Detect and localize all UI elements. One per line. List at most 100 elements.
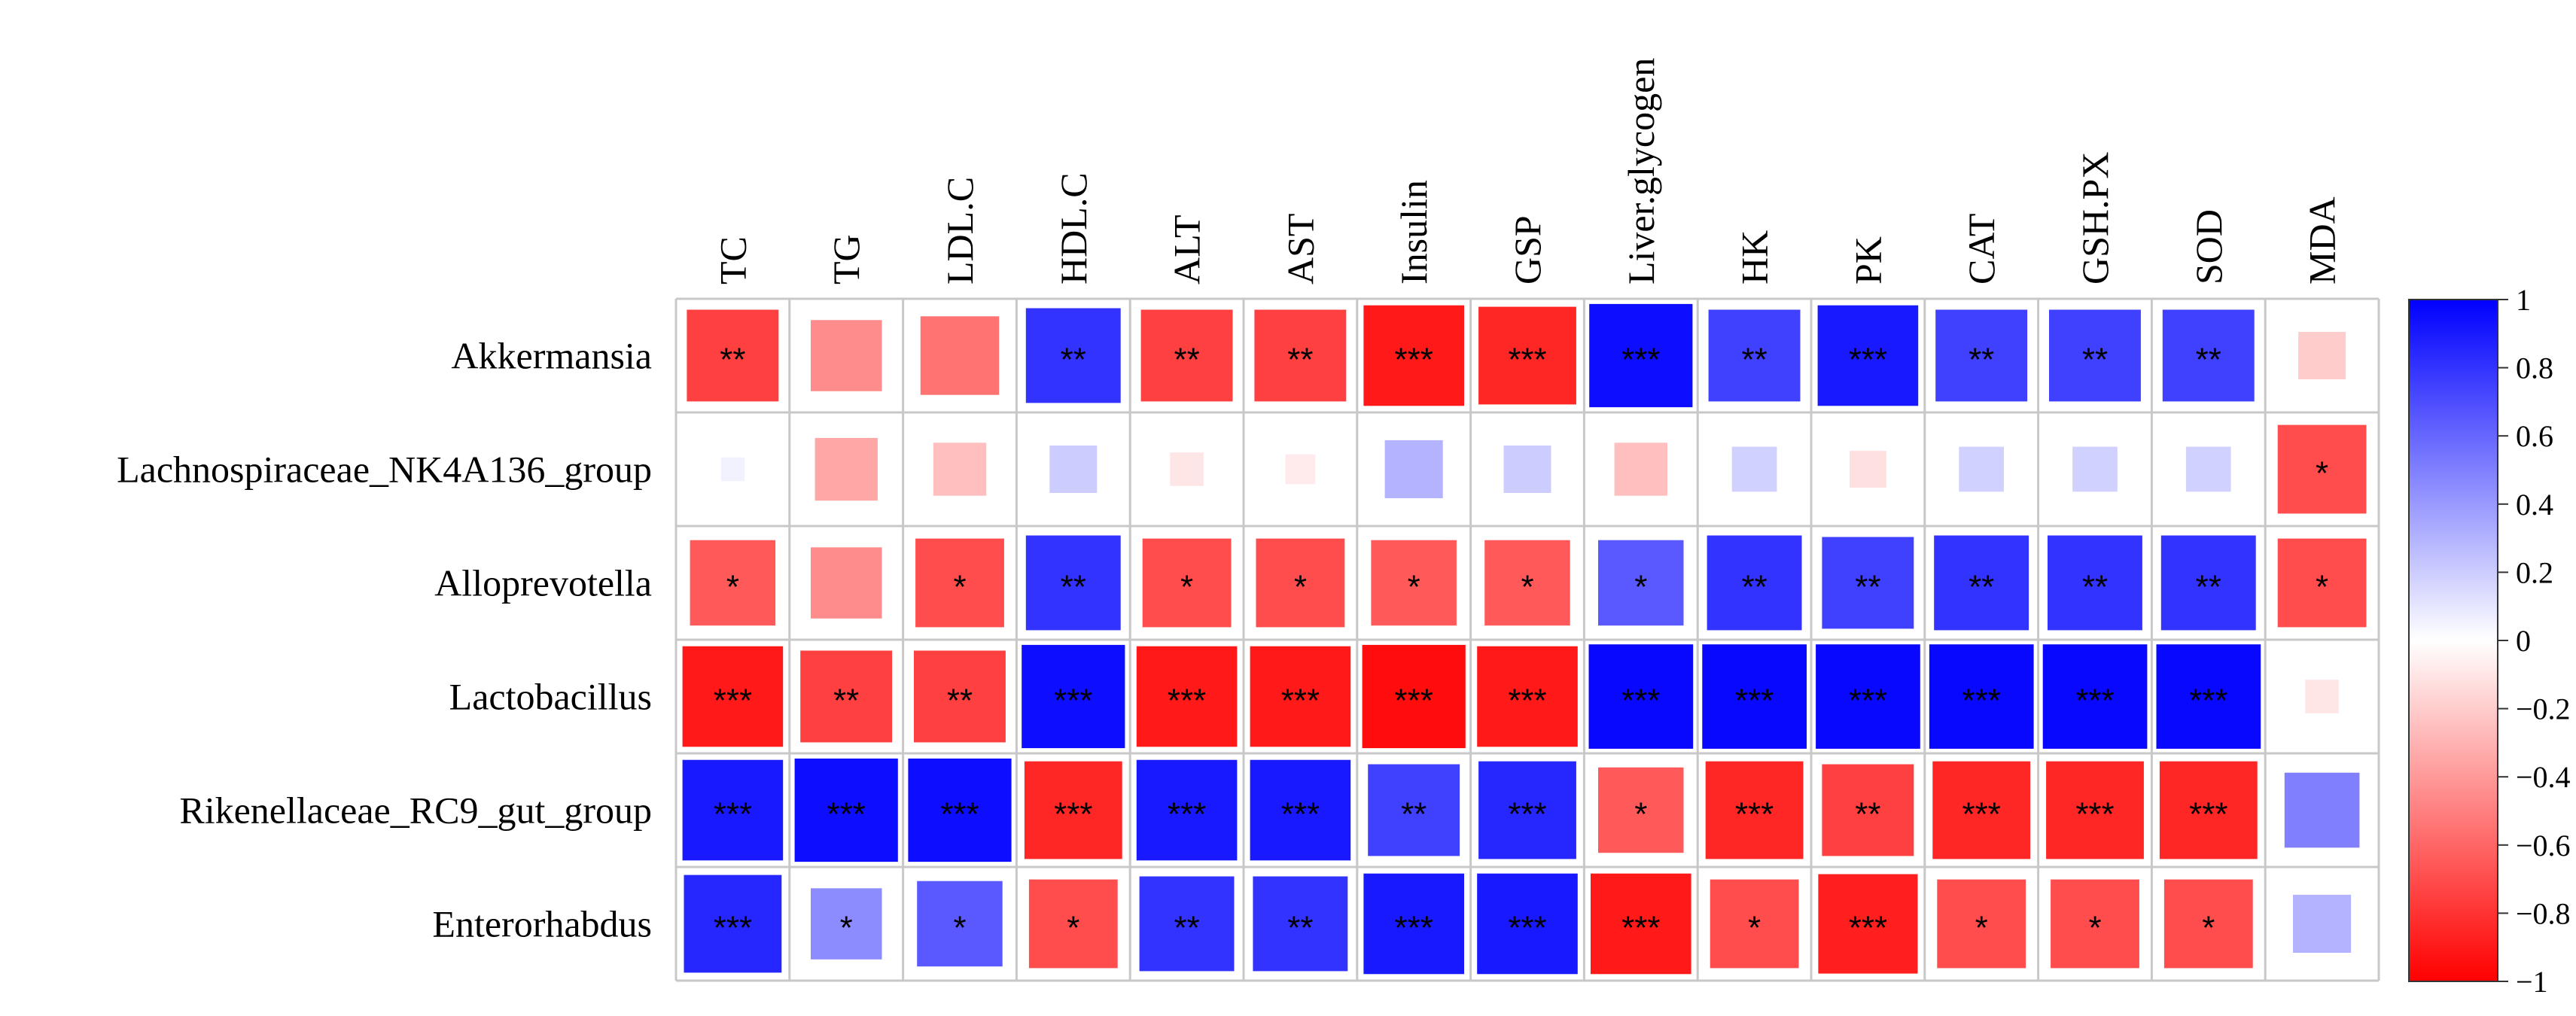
cell-alloprevotella-ldl-c [915,538,1004,628]
cell-lactobacillus-hdl-c [1022,644,1125,749]
significance-mark: ** [1855,569,1880,606]
significance-mark: *** [1395,683,1433,719]
significance-mark: *** [1395,910,1433,947]
cell-lachnospiraceae-nk4a136-group-alt [1170,452,1204,486]
significance-mark: *** [1962,683,2001,719]
column-label-insulin: Insulin [1393,180,1435,284]
significance-mark: ** [2196,569,2221,606]
column-label-liver-glycogen: Liver.glycogen [1620,58,1662,284]
cell-akkermansia-hdl-c [1025,308,1121,403]
colorbar-tick-label: −0.4 [2516,760,2571,794]
cell-lactobacillus-gsp [1477,646,1578,747]
cell-akkermansia-ast [1254,309,1347,402]
row-label-akkermansia: Akkermansia [451,335,652,377]
significance-mark: *** [1849,342,1887,379]
colorbar-tick-label: 1 [2516,283,2531,317]
significance-mark: ** [1061,342,1086,379]
significance-mark: * [1180,569,1193,606]
significance-mark: *** [1281,796,1320,833]
significance-mark: ** [1287,910,1313,947]
significance-mark: *** [1849,910,1887,947]
cell-rikenellaceae-rc9-gut-group-insulin [1368,764,1460,856]
cell-enterorhabdus-gsh-px [2051,879,2139,969]
row-label-lachnospiraceae-nk4a136-group: Lachnospiraceae_NK4A136_group [117,449,652,491]
cell-lactobacillus-mda [2305,680,2339,713]
column-label-tg: TG [825,234,867,284]
significance-mark: *** [827,796,866,833]
column-label-gsp: GSP [1506,215,1548,284]
significance-mark: ** [1061,569,1086,606]
significance-mark: * [1634,569,1647,606]
significance-mark: * [1748,910,1761,947]
cell-rikenellaceae-rc9-gut-group-gsp [1478,761,1576,859]
significance-mark: * [1634,796,1647,833]
significance-mark: *** [1395,342,1433,379]
cell-alloprevotella-tg [811,547,882,619]
colorbar-tick-label: 0.8 [2516,351,2553,385]
cell-enterorhabdus-hdl-c [1028,879,1118,969]
significance-mark: * [1408,569,1420,606]
cell-alloprevotella-hdl-c [1025,535,1121,631]
significance-mark: * [1521,569,1533,606]
cell-enterorhabdus-liver-glycogen [1591,873,1691,975]
cell-enterorhabdus-mda [2293,894,2352,953]
cell-lactobacillus-ast [1250,646,1351,747]
cell-alloprevotella-insulin [1371,540,1457,626]
significance-marks: ** ** ** ** *** *** *** ** *** ** ** **** * ** * * * * * **… [714,342,2328,947]
significance-mark: *** [2075,683,2114,719]
significance-mark: ** [947,683,973,719]
significance-mark: ** [1174,342,1199,379]
colorbar-tick-label: −0.6 [2516,829,2571,862]
significance-mark: ** [2082,569,2108,606]
significance-mark: *** [1508,796,1546,833]
cell-akkermansia-liver-glycogen [1589,303,1693,408]
column-label-tc: TC [711,236,754,284]
cell-enterorhabdus-insulin [1363,873,1464,975]
significance-mark: *** [1508,683,1546,719]
row-label-alloprevotella: Alloprevotella [434,562,652,604]
colorbar-tick-label: 0.4 [2516,488,2553,522]
significance-mark: *** [1849,683,1887,719]
cell-lachnospiraceae-nk4a136-group-mda [2277,424,2367,514]
significance-mark: ** [1174,910,1199,947]
significance-mark: *** [1508,910,1546,947]
cell-enterorhabdus-hk [1710,879,1799,969]
significance-mark: *** [1621,910,1660,947]
cell-rikenellaceae-rc9-gut-group-hdl-c [1024,761,1122,859]
significance-mark: *** [714,683,752,719]
cell-alloprevotella-pk [1822,537,1914,629]
cell-lactobacillus-pk [1816,644,1920,749]
significance-mark: *** [2075,796,2114,833]
cell-lachnospiraceae-nk4a136-group-liver-glycogen [1614,443,1667,496]
significance-mark: *** [2189,683,2227,719]
colorbar-tick-label: −0.8 [2516,896,2571,930]
significance-mark: ** [1401,796,1427,833]
column-label-hdl-c: HDL.C [1052,172,1095,284]
cell-alloprevotella-cat [1934,535,2029,631]
column-label-gsh-px: GSH.PX [2074,152,2116,284]
cell-alloprevotella-liver-glycogen [1598,540,1684,626]
significance-mark: * [1294,569,1307,606]
cell-alloprevotella-ast [1256,538,1345,628]
cell-akkermansia-gsh-px [2049,309,2141,402]
significance-mark: *** [1508,342,1546,379]
significance-mark: * [2316,569,2328,606]
significance-mark: ** [720,342,745,379]
cell-lactobacillus-ldl-c [914,650,1006,743]
cell-lachnospiraceae-nk4a136-group-gsp [1503,446,1551,493]
cell-lactobacillus-insulin [1362,644,1466,749]
colorbar-tick-label: 0.2 [2516,555,2553,589]
cell-alloprevotella-gsp [1484,540,1570,626]
cell-enterorhabdus-pk [1818,874,1918,974]
significance-mark: ** [2082,342,2108,379]
cell-alloprevotella-sod [2160,535,2256,631]
cell-lachnospiraceae-nk4a136-group-ldl-c [933,443,987,496]
cell-lachnospiraceae-nk4a136-group-sod [2185,446,2231,492]
column-label-alt: ALT [1166,214,1208,284]
significance-mark: * [2202,910,2215,947]
significance-mark: ** [1969,342,1994,379]
cell-alloprevotella-mda [2277,538,2367,628]
colorbar-tick-label: −0.2 [2516,692,2571,726]
cell-akkermansia-cat [1935,309,2028,402]
cell-enterorhabdus-cat [1937,879,2026,969]
